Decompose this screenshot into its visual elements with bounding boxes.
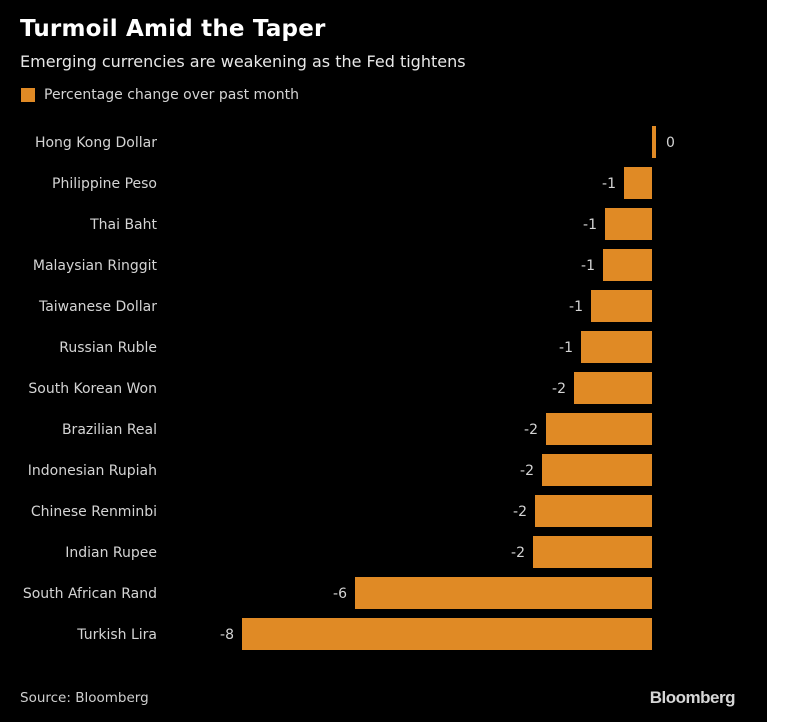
category-label: South African Rand: [23, 586, 157, 602]
value-label: -1: [602, 176, 616, 192]
bar: [652, 126, 656, 158]
legend-swatch: [21, 88, 35, 102]
value-label: -2: [513, 504, 527, 520]
chart-subtitle: Emerging currencies are weakening as the…: [20, 52, 466, 71]
value-label: -2: [520, 463, 534, 479]
bar: [603, 249, 652, 281]
bar: [533, 536, 652, 568]
chart-panel: Turmoil Amid the Taper Emerging currenci…: [0, 0, 767, 722]
category-label: Hong Kong Dollar: [35, 135, 157, 151]
legend: Percentage change over past month: [21, 86, 299, 104]
category-label: Taiwanese Dollar: [38, 299, 157, 315]
category-label: Chinese Renminbi: [31, 504, 157, 520]
value-label: -1: [583, 217, 597, 233]
chart-title: Turmoil Amid the Taper: [20, 16, 326, 42]
category-label: Thai Baht: [89, 217, 157, 233]
value-label: -1: [569, 299, 583, 315]
category-label: Brazilian Real: [62, 422, 157, 438]
value-label: -6: [333, 586, 347, 602]
category-label: Russian Ruble: [59, 340, 157, 356]
category-label: Indian Rupee: [65, 545, 157, 561]
bloomberg-logo: Bloomberg: [649, 688, 736, 707]
category-label: South Korean Won: [28, 381, 157, 397]
category-label: Philippine Peso: [52, 176, 157, 192]
category-label: Malaysian Ringgit: [33, 258, 158, 274]
category-label: Indonesian Rupiah: [28, 463, 157, 479]
value-label: -2: [524, 422, 538, 438]
value-label: -8: [220, 627, 234, 643]
value-label: -1: [581, 258, 595, 274]
bar: [591, 290, 652, 322]
bar: [605, 208, 652, 240]
bar: [624, 167, 652, 199]
value-label: -2: [511, 545, 525, 561]
bar-chart: Hong Kong Dollar 0 Philippine Peso -1 Thai B…: [23, 126, 675, 650]
bar: [546, 413, 652, 445]
category-label: Turkish Lira: [76, 627, 157, 643]
source-note: Source: Bloomberg: [20, 690, 149, 706]
value-label: -1: [559, 340, 573, 356]
legend-label: Percentage change over past month: [44, 87, 299, 103]
bar: [542, 454, 652, 486]
bar: [355, 577, 652, 609]
bar: [574, 372, 652, 404]
bar: [242, 618, 652, 650]
value-label: 0: [666, 135, 675, 151]
bar: [581, 331, 652, 363]
value-label: -2: [552, 381, 566, 397]
bar: [535, 495, 652, 527]
